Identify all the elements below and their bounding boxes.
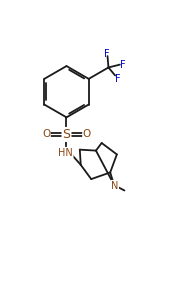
Text: F: F: [120, 59, 126, 69]
Text: F: F: [115, 74, 121, 84]
Text: S: S: [63, 128, 70, 141]
Text: O: O: [42, 130, 50, 140]
Text: HN: HN: [58, 148, 73, 158]
Text: F: F: [104, 49, 109, 59]
Text: N: N: [111, 180, 118, 190]
Text: O: O: [83, 130, 91, 140]
